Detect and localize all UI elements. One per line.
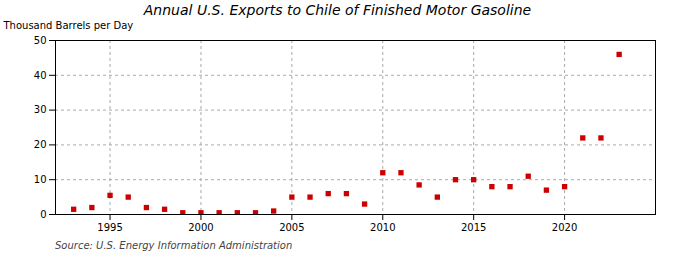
svg-text:0: 0 [40, 209, 46, 220]
svg-text:1995: 1995 [97, 222, 122, 233]
html-text:Source: U.S. Energy Informatio: Source: U.S. Energy Information Administ… [55, 240, 293, 251]
svg-text:2015: 2015 [461, 222, 486, 233]
svg-text:2000: 2000 [188, 222, 213, 233]
svg-text:2010: 2010 [370, 222, 395, 233]
svg-text:Thousand Barrels per Day: Thousand Barrels per Day [3, 20, 134, 31]
svg-text:10: 10 [34, 174, 47, 185]
svg-text:30: 30 [34, 104, 47, 115]
svg-text:2005: 2005 [279, 222, 304, 233]
svg-text:50: 50 [34, 35, 47, 46]
html-text:Annual U.S. Exports to Chile o: Annual U.S. Exports to Chile of Finished… [143, 2, 532, 18]
svg-text:20: 20 [34, 139, 47, 150]
svg-text:40: 40 [34, 70, 47, 81]
svg-text:2020: 2020 [552, 222, 577, 233]
